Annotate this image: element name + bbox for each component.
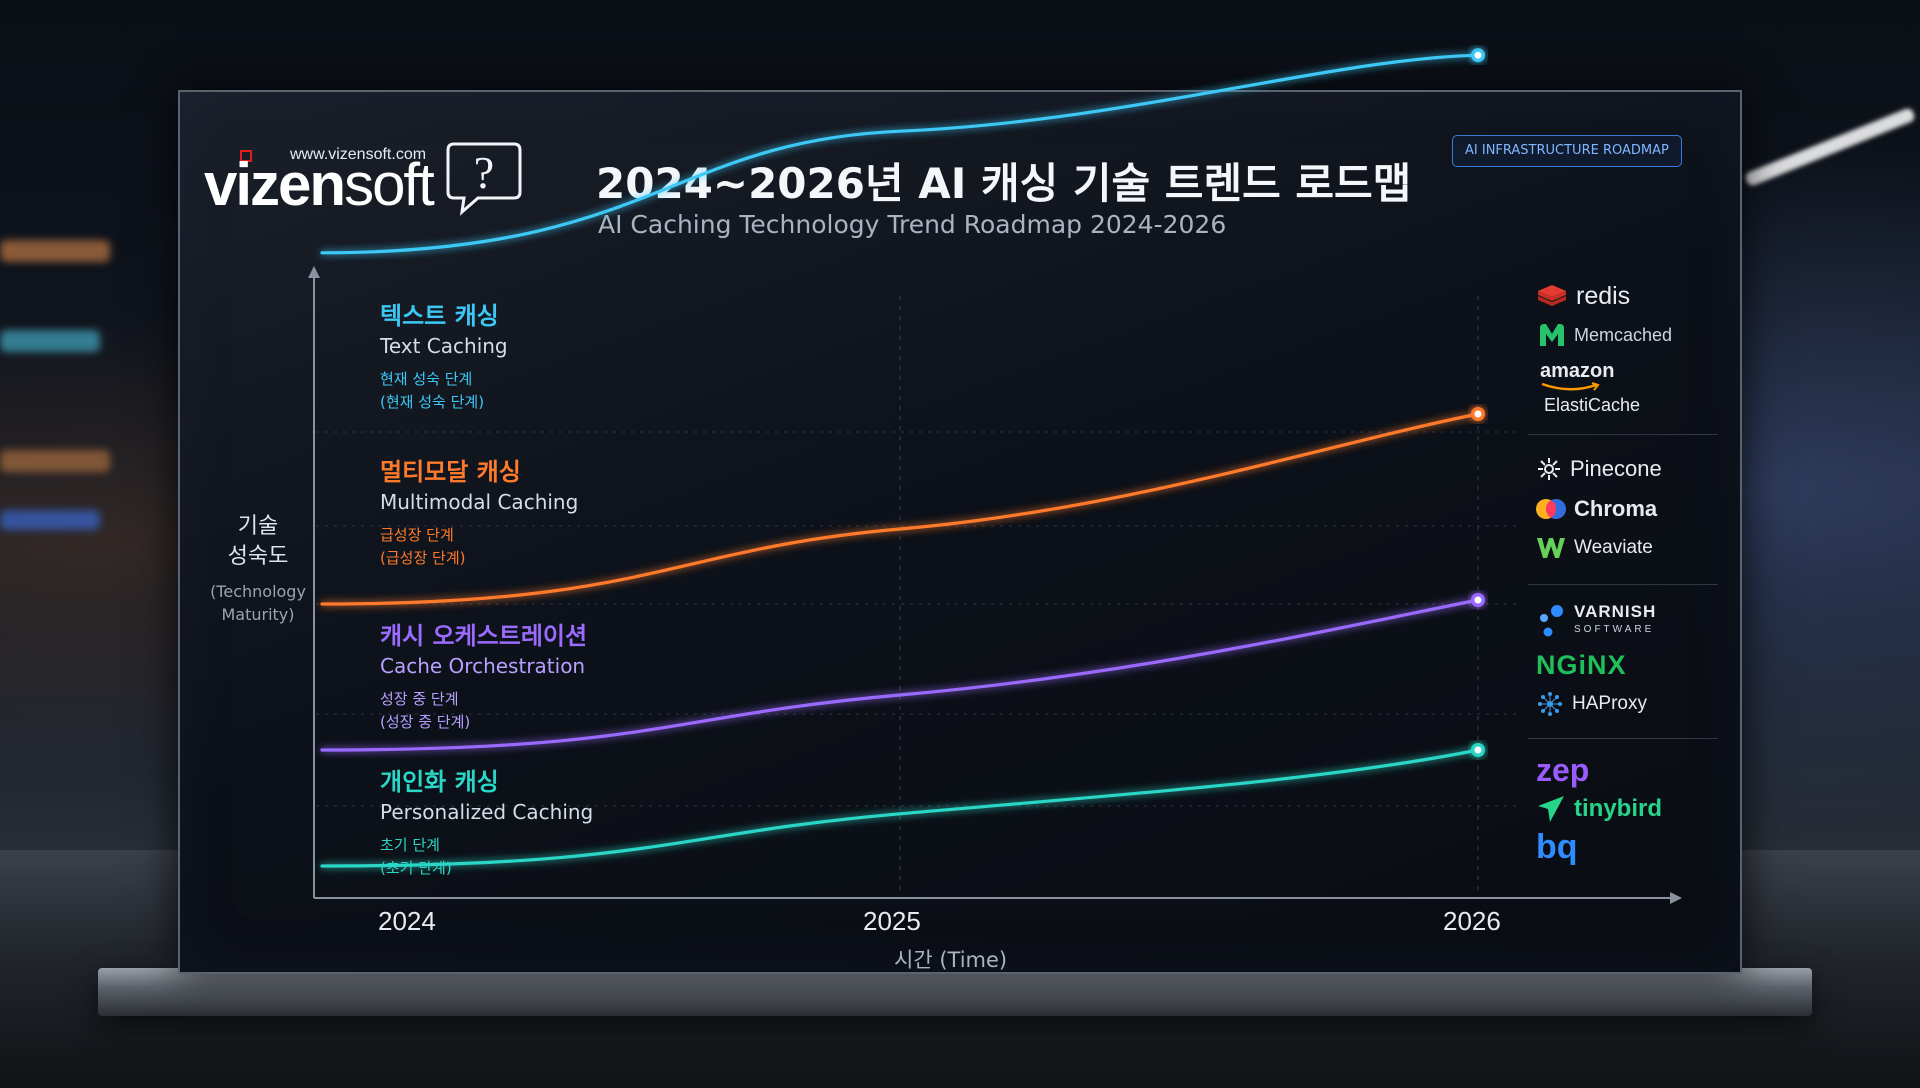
series-stage: 성장 중 단계 [380,690,459,708]
vendor-name: NGiNX [1536,650,1627,680]
vendor-redis: redis [1536,282,1630,311]
vendor-zep: zep [1536,752,1589,789]
divider [1528,584,1718,585]
y-axis-label-ko: 기술 성숙도 [227,514,289,569]
pinecone-icon [1538,458,1560,480]
vendor-name: redis [1576,282,1631,310]
x-axis-label: 시간 (Time) [894,948,1008,972]
series-stage: 현재 성숙 단계 [380,370,473,388]
series-endpoint-core [1474,596,1482,604]
haproxy-icon [1538,692,1562,716]
vendor-name: Chroma [1574,496,1658,521]
series-name-ko: 캐시 오케스트레이션 [380,622,588,650]
y-axis-label-en: (Technology Maturity) [210,582,306,624]
vendor-subname: SOFTWARE [1574,624,1655,635]
x-tick-label: 2024 [378,906,436,936]
background-light [0,510,100,530]
series-name-en: Personalized Caching [380,800,594,824]
vendor-name: Weaviate [1574,537,1653,558]
brand-name-light: soft [344,151,435,218]
brand-mark: ? [474,147,494,198]
x-tick-label: 2025 [863,906,921,936]
brand-logo: vizensoft [204,150,435,220]
vendor-name: tinybird [1574,795,1662,822]
vendor-name: HAProxy [1572,693,1647,714]
vendor-chroma: Chroma [1536,496,1657,522]
series-line [320,412,1480,606]
vendor-haproxy: HAProxy [1536,690,1647,718]
vendor-memcached: Memcached [1538,322,1672,348]
display-panel [178,90,1742,974]
series-name-en: Text Caching [380,334,508,358]
series-name-en: Multimodal Caching [380,490,579,514]
vendor-name: Pinecone [1570,456,1662,481]
series-label-personalized-caching: 개인화 캐싱 Personalized Caching 초기 단계 (초기 단계… [380,766,593,880]
series-endpoint-core [1474,746,1482,754]
series-label-cache-orchestration: 캐시 오케스트레이션 Cache Orchestration 성장 중 단계 (… [380,620,587,734]
redis-icon [1538,284,1566,306]
series-line [320,53,1480,255]
vendor-varnish: VARNISH SOFTWARE [1536,602,1657,638]
series-label-multimodal-caching: 멀티모달 캐싱 Multimodal Caching 급성장 단계 (급성장 단… [380,456,578,570]
vendor-name: bq [1536,828,1578,866]
series-stage-paren: (성장 중 단계) [380,713,471,731]
x-tick-label: 2026 [1443,906,1501,936]
vendor-name: VARNISH [1574,602,1657,621]
background-light [0,330,100,352]
series-stage: 급성장 단계 [380,526,454,544]
vendor-name: Memcached [1574,324,1673,345]
logo-accent [240,150,252,162]
vendor-pinecone: Pinecone [1536,456,1662,482]
vendor-name: ElastiCache [1544,395,1641,415]
series-stage: 초기 단계 [380,836,440,854]
series-stage-paren: (급성장 단계) [380,549,466,567]
display-stand [98,968,1812,1016]
divider [1528,434,1718,435]
vendor-name: zep [1536,752,1590,788]
background-light [0,240,110,262]
tinybird-icon [1538,796,1564,822]
varnish-icon [1540,605,1563,637]
vendor-nginx: NGiNX [1536,650,1627,681]
weaviate-icon [1537,538,1565,558]
amazon-wordmark: amazon [1540,360,1615,382]
series-label-text-caching: 텍스트 캐싱 Text Caching 현재 성숙 단계 (현재 성숙 단계) [380,300,508,414]
vendor-bq: bq [1536,828,1578,867]
x-axis-arrow [1670,892,1682,904]
series-endpoint-core [1474,51,1482,59]
brand-url: www.vizensoft.com [290,146,427,163]
series-stage-paren: (초기 단계) [380,859,452,877]
series-name-en: Cache Orchestration [380,654,586,678]
series-name-ko: 멀티모달 캐싱 [380,458,521,486]
series-name-ko: 텍스트 캐싱 [380,302,499,330]
series-line [320,748,1480,868]
speech-bubble-icon: ? [446,142,522,216]
vendor-amazon-elasticache: amazon ElastiCache [1540,360,1640,418]
amazon-smile-icon [1541,382,1600,391]
series-line [320,598,1480,752]
brand-name-bold: vizen [204,151,346,218]
background-light [0,450,110,472]
series-endpoint-core [1474,410,1482,418]
vendor-weaviate: Weaviate [1536,536,1653,560]
y-axis-label: 기술 성숙도 (Technology Maturity) [206,512,310,626]
series-name-ko: 개인화 캐싱 [380,768,499,796]
y-axis-arrow [308,266,320,278]
roadmap-badge: AI INFRASTRUCTURE ROADMAP [1452,135,1682,167]
divider [1528,738,1718,739]
chroma-icon [1536,499,1566,519]
page-subtitle: AI Caching Technology Trend Roadmap 2024… [598,210,1227,239]
series-stage-paren: (현재 성숙 단계) [380,393,485,411]
page-title: 2024~2026년 AI 캐싱 기술 트렌드 로드맵 [596,159,1412,208]
vendor-tinybird: tinybird [1536,794,1662,824]
memcached-icon [1540,324,1564,346]
